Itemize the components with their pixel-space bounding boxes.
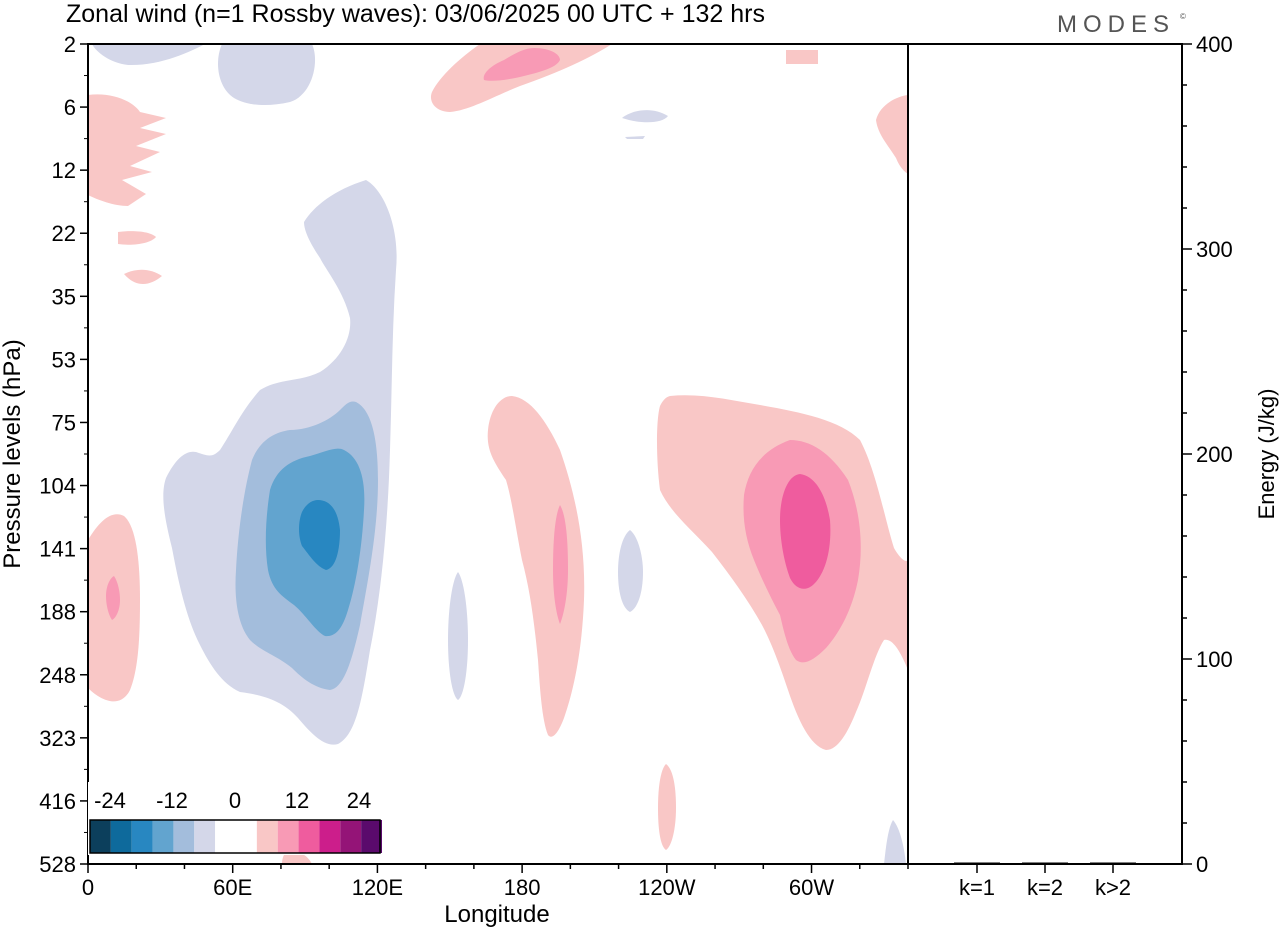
energy-tick-label: 200 <box>1196 442 1233 467</box>
energy-axis: 0 100 200 300 400 <box>1182 32 1233 877</box>
y-tick-label: 53 <box>52 347 76 372</box>
y-tick-label: 2 <box>64 32 76 57</box>
brand-logo: MODES © <box>1057 11 1186 38</box>
brand-mark: © <box>1180 12 1186 21</box>
x-tick-label: 120W <box>638 875 696 900</box>
colorbar-swatch <box>173 820 195 853</box>
y-tick-label: 6 <box>64 95 76 120</box>
contour-negative-light <box>92 44 205 66</box>
y-tick-label: 528 <box>39 852 76 877</box>
x-axis: 0 60E 120E 180 120W 60W <box>82 864 909 900</box>
contour-negative-light <box>622 110 668 123</box>
x-tick-label: 120E <box>352 875 403 900</box>
energy-tick-label: 0 <box>1196 852 1208 877</box>
colorbar-swatch <box>256 820 278 853</box>
y-tick-label: 12 <box>52 158 76 183</box>
contour-plot <box>88 44 908 864</box>
contour-positive-medium <box>106 576 120 620</box>
y-axis-title: Pressure levels (hPa) <box>0 339 26 568</box>
colorbar-swatch <box>298 820 320 853</box>
x-tick-label: 0 <box>82 875 94 900</box>
contour-positive-medium <box>553 505 568 624</box>
colorbar-swatch <box>319 820 341 853</box>
contour-positive-light <box>487 396 585 737</box>
colorbar-swatch <box>90 820 111 853</box>
colorbar-swatch <box>340 820 362 853</box>
y-tick-label: 323 <box>39 726 76 751</box>
colorbar-swatch <box>361 820 382 853</box>
energy-tick-label: 300 <box>1196 237 1233 262</box>
contour-negative-light <box>625 136 645 139</box>
contour-positive-light <box>786 50 818 64</box>
energy-category-label: k=2 <box>1027 875 1063 900</box>
colorbar-swatch <box>110 820 132 853</box>
colorbar-swatch <box>277 820 299 853</box>
y-axis: 2 6 12 22 35 53 75 104 141 188 248 323 416 528 <box>39 32 88 877</box>
contour-positive-light <box>430 44 612 112</box>
contour-positive-light <box>124 269 162 284</box>
contour-positive-light <box>658 764 676 850</box>
colorbar-label: 0 <box>229 788 241 813</box>
contour-positive-light <box>876 95 908 174</box>
colorbar-legend: -24 -12 0 12 24 <box>88 782 382 855</box>
y-tick-label: 22 <box>52 221 76 246</box>
energy-category-label: k>2 <box>1095 875 1131 900</box>
contour-positive-medium <box>483 48 560 81</box>
brand-name: MODES <box>1057 11 1175 38</box>
contour-negative-light <box>448 572 468 700</box>
y-tick-label: 188 <box>39 600 76 625</box>
y-tick-label: 35 <box>52 284 76 309</box>
contour-positive-light <box>88 94 166 206</box>
x-tick-label: 60W <box>789 875 834 900</box>
colorbar-label: -24 <box>94 788 126 813</box>
colorbar-frame <box>89 819 381 854</box>
colorbar-label: -12 <box>156 788 188 813</box>
energy-tick-label: 400 <box>1196 32 1233 57</box>
colorbar-label: 12 <box>285 788 309 813</box>
y-tick-label: 104 <box>39 474 76 499</box>
contour-negative-peak <box>299 500 340 570</box>
y-tick-label: 248 <box>39 663 76 688</box>
contour-negative-light <box>618 530 643 612</box>
energy-bars: k=1 k=2 k>2 <box>954 862 1136 900</box>
contour-positive-light <box>118 231 156 245</box>
y-tick-label: 416 <box>39 789 76 814</box>
y-tick-label: 141 <box>39 537 76 562</box>
x-tick-label: 180 <box>504 875 541 900</box>
contour-negative-light <box>218 44 316 106</box>
colorbar-label: 24 <box>347 788 371 813</box>
energy-axis-title: Energy (J/kg) <box>1254 389 1279 520</box>
energy-panel-frame <box>907 43 1183 865</box>
energy-tick-label: 100 <box>1196 647 1233 672</box>
x-axis-title: Longitude <box>444 901 549 928</box>
colorbar-swatch <box>131 820 153 853</box>
energy-category-label: k=1 <box>959 875 995 900</box>
colorbar-swatch <box>152 820 174 853</box>
y-tick-label: 75 <box>52 410 76 435</box>
colorbar-swatch <box>194 820 216 853</box>
colorbar-swatch <box>215 820 257 853</box>
chart-title: Zonal wind (n=1 Rossby waves): 03/06/202… <box>66 0 765 28</box>
x-tick-label: 60E <box>213 875 252 900</box>
contour-positive-strong <box>780 474 831 589</box>
contour-negative-light <box>884 820 906 864</box>
